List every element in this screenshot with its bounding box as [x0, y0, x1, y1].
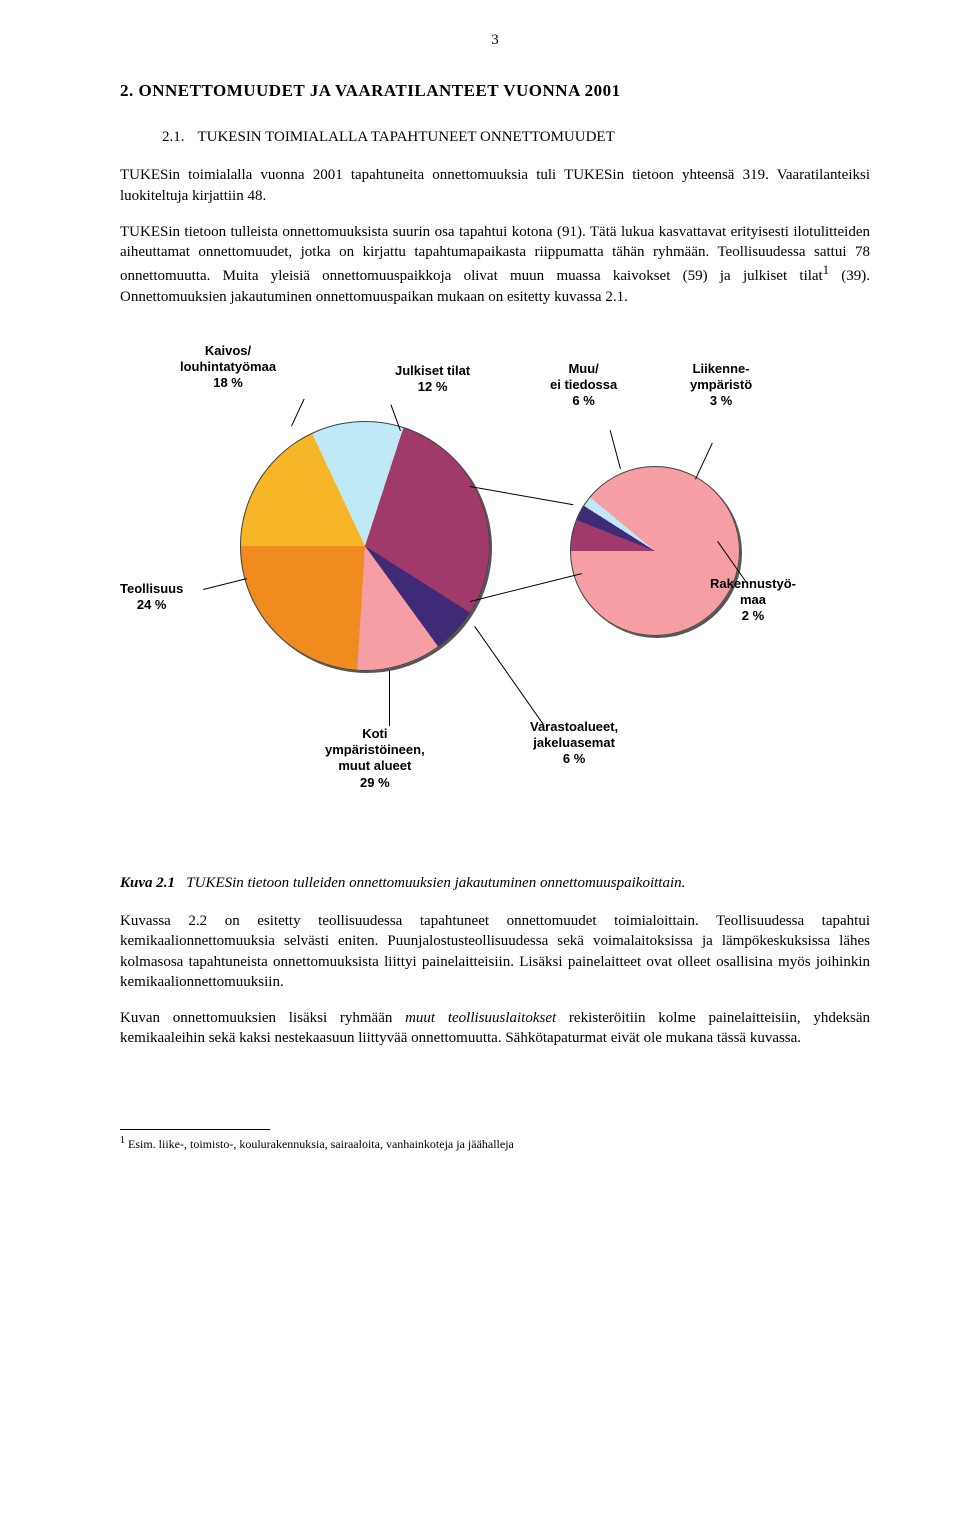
leader-line — [610, 430, 621, 469]
paragraph-4-italic: muut teollisuuslaitokset — [405, 1010, 556, 1026]
leader-line — [203, 578, 247, 590]
subsection-title-text: TUKESIN TOIMIALALLA TAPAHTUNEET ONNETTOM… — [197, 129, 614, 145]
paragraph-3: Kuvassa 2.2 on esitetty teollisuudessa t… — [120, 911, 870, 992]
pie-label-rakennus: Rakennustyö-maa2 % — [710, 576, 796, 625]
pie-chart-main — [240, 421, 490, 671]
leader-line — [291, 399, 305, 427]
footnote-separator — [120, 1129, 270, 1130]
subsection-heading: 2.1. TUKESIN TOIMIALALLA TAPAHTUNEET ONN… — [162, 127, 870, 147]
pie-label-muu: Muu/ei tiedossa6 % — [550, 361, 617, 410]
footnote-1: 1 Esim. liike-, toimisto-, koulurakennuk… — [120, 1134, 870, 1152]
figure-caption: Kuva 2.1 TUKESin tietoon tulleiden onnet… — [120, 873, 870, 893]
section-heading: 2. ONNETTOMUUDET JA VAARATILANTEET VUONN… — [120, 80, 870, 103]
paragraph-4-head: Kuvan onnettomuuksien lisäksi ryhmään — [120, 1010, 405, 1026]
paragraph-1: TUKESin toimialalla vuonna 2001 tapahtun… — [120, 165, 870, 206]
paragraph-2: TUKESin tietoon tulleista onnettomuuksis… — [120, 222, 870, 307]
leader-line — [470, 486, 574, 505]
pie-label-varasto: Varastoalueet,jakeluasemat6 % — [530, 719, 618, 768]
pie-chart-figure: Kaivos/louhintatyömaa18 % Julkiset tilat… — [90, 331, 810, 851]
subsection-number: 2.1. — [162, 127, 194, 147]
page-number: 3 — [120, 30, 870, 50]
leader-line — [474, 626, 544, 725]
pie-label-koti: Kotiympäristöineen,muut alueet29 % — [325, 726, 425, 791]
pie-label-kaivos: Kaivos/louhintatyömaa18 % — [180, 343, 276, 392]
pie-label-julkiset: Julkiset tilat12 % — [395, 363, 470, 396]
pie-label-teollisuus: Teollisuus24 % — [120, 581, 183, 614]
paragraph-2-head: TUKESin tietoon tulleista onnettomuuksis… — [120, 224, 870, 285]
figure-caption-label: Kuva 2.1 — [120, 875, 175, 891]
leader-line — [389, 671, 390, 726]
pie-label-liikenne: Liikenne-ympäristö3 % — [690, 361, 752, 410]
footnote-text: Esim. liike-, toimisto-, koulurakennuksi… — [125, 1137, 514, 1151]
figure-caption-text: TUKESin tietoon tulleiden onnettomuuksie… — [186, 875, 685, 891]
paragraph-4: Kuvan onnettomuuksien lisäksi ryhmään mu… — [120, 1008, 870, 1049]
leader-line — [695, 443, 713, 480]
leader-line — [470, 573, 582, 602]
